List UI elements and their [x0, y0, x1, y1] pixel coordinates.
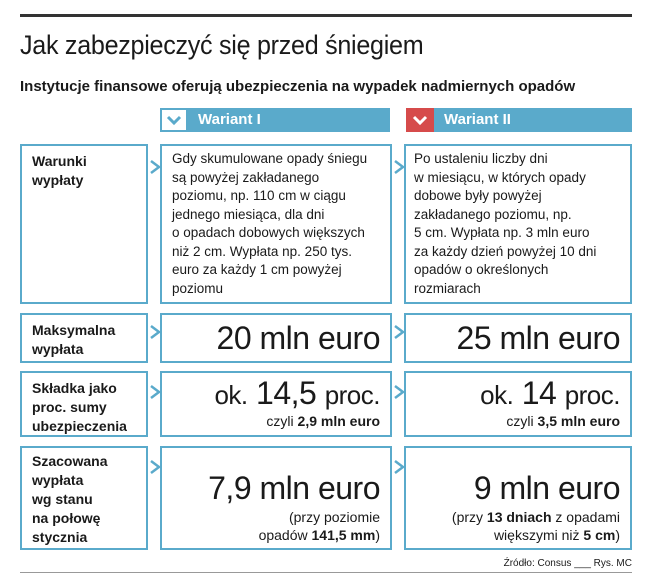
label-line: wypłata — [32, 341, 84, 357]
label-line: stycznia — [32, 529, 88, 545]
label-line: Maksymalna — [32, 322, 116, 338]
premium-label-box: Składka jako proc. sumy ubezpieczenia — [20, 371, 148, 437]
note-text: (przy poziomie — [288, 509, 380, 525]
note-line: większymi niż 5 cm) — [452, 526, 620, 544]
text-line: 5 cm. Wypłata np. 3 mln euro — [414, 225, 590, 240]
premium-v1-unit: proc. — [324, 380, 381, 410]
page-title: Jak zabezpieczyć się przed śniegiem — [20, 30, 424, 60]
text-line: są powyżej zakładanego — [172, 169, 320, 185]
premium-v1-value: ok. 14,5 proc. — [214, 375, 380, 412]
text-line: zakładanego poziomu, np. — [414, 206, 572, 222]
variant-1-header: Wariant I — [160, 108, 390, 132]
premium-v2-prefix: ok. — [480, 380, 514, 410]
arrow-right-icon — [390, 158, 408, 176]
text-line: w miesiącu, w których opady — [414, 169, 586, 185]
label-line: wypłaty — [32, 172, 84, 188]
arrow-right-icon — [390, 383, 408, 401]
page-subtitle: Instytucje finansowe oferują ubezpieczen… — [20, 78, 576, 95]
note-bold: 141,5 mm — [311, 527, 376, 543]
note-text: ) — [615, 527, 620, 543]
arrow-right-icon — [146, 158, 164, 176]
premium-label: Składka jako proc. sumy ubezpieczenia — [22, 373, 146, 436]
note-line: (przy 13 dniach z opadami — [452, 508, 620, 526]
premium-v1-prefix: ok. — [214, 380, 248, 410]
text-line: Po ustaleniu liczby dni — [414, 151, 548, 166]
note-text: (przy — [451, 509, 484, 525]
estimated-v1-value: 7,9 mln euro — [208, 470, 380, 506]
note-bold: 5 cm — [583, 527, 616, 543]
note-text: z opadami — [555, 509, 620, 525]
note-text: ) — [375, 527, 380, 543]
premium-v2-number: 14 — [521, 375, 557, 411]
label-line: wypłata — [32, 472, 84, 488]
arrow-right-icon — [390, 458, 408, 476]
note-text: większymi niż — [493, 527, 580, 543]
label-line: Składka jako — [32, 380, 117, 396]
text-line: rozmiarach — [414, 280, 481, 296]
bottom-rule — [20, 572, 632, 573]
source-credit: Źródło: Consus ___ Rys. MC — [503, 558, 632, 569]
note-line: opadów 141,5 mm) — [259, 526, 380, 544]
label-line: na połowę — [32, 510, 101, 526]
top-rule — [20, 14, 632, 17]
premium-v2-value: ok. 14 proc. — [480, 375, 620, 412]
estimated-label: Szacowana wypłata wg stanu na połowę sty… — [22, 448, 146, 547]
text-line: za każdy dzień powyżej 10 dni — [414, 243, 597, 259]
note-bold: 13 dniach — [486, 509, 552, 525]
variant-2-label: Wariant II — [444, 111, 511, 128]
conditions-v1-box: Gdy skumulowane opady śniegu są powyżej … — [160, 144, 392, 304]
chevron-down-icon — [406, 108, 434, 132]
premium-v2-note: czyli 3,5 mln euro — [506, 413, 620, 429]
note-bold: 2,9 mln euro — [297, 413, 380, 429]
label-line: Szacowana — [32, 453, 108, 469]
max-payout-label: Maksymalna wypłata — [22, 315, 146, 359]
estimated-v1-box: 7,9 mln euro (przy poziomie opadów 141,5… — [160, 446, 392, 550]
arrow-right-icon — [146, 323, 164, 341]
text-line: dobowe były powyżej — [414, 188, 542, 203]
estimated-v1-note: (przy poziomie opadów 141,5 mm) — [259, 508, 380, 544]
arrow-right-icon — [146, 458, 164, 476]
conditions-v2-text: Po ustaleniu liczby dni w miesiącu, w kt… — [414, 150, 596, 298]
conditions-v1-text: Gdy skumulowane opady śniegu są powyżej … — [172, 150, 367, 298]
premium-v2-box: ok. 14 proc. czyli 3,5 mln euro — [404, 371, 632, 437]
arrow-right-icon — [390, 323, 408, 341]
max-payout-label-box: Maksymalna wypłata — [20, 313, 148, 363]
chevron-down-icon — [160, 108, 188, 132]
text-line: niż 2 cm. Wypłata np. 250 tys. — [172, 243, 352, 259]
note-text: opadów — [258, 527, 308, 543]
text-line: euro za każdy 1 cm powyżej — [172, 262, 342, 277]
variant-2-header: Wariant II — [406, 108, 632, 132]
text-line: opadów o określonych — [414, 262, 549, 277]
arrow-right-icon — [146, 383, 164, 401]
label-line: proc. sumy — [32, 399, 107, 415]
premium-v1-note: czyli 2,9 mln euro — [266, 413, 380, 429]
max-payout-v1-value: 20 mln euro — [216, 320, 381, 356]
note-bold: 3,5 mln euro — [537, 413, 620, 429]
premium-v1-box: ok. 14,5 proc. czyli 2,9 mln euro — [160, 371, 392, 437]
text-line: poziomu — [172, 280, 224, 296]
label-line: wg stanu — [32, 491, 93, 507]
label-line: Warunki — [32, 153, 87, 169]
label-line: ubezpieczenia — [32, 418, 127, 434]
text-line: o opadach dobowych większych — [172, 225, 365, 240]
conditions-v2-box: Po ustaleniu liczby dni w miesiącu, w kt… — [404, 144, 632, 304]
max-payout-v2-box: 25 mln euro — [404, 313, 632, 363]
estimated-label-box: Szacowana wypłata wg stanu na połowę sty… — [20, 446, 148, 550]
estimated-v2-box: 9 mln euro (przy 13 dniach z opadami wię… — [404, 446, 632, 550]
text-line: poziomu, np. 110 cm w ciągu — [172, 188, 346, 203]
max-payout-v1-box: 20 mln euro — [160, 313, 392, 363]
conditions-label: Warunki wypłaty — [22, 146, 146, 190]
conditions-label-box: Warunki wypłaty — [20, 144, 148, 304]
estimated-v2-note: (przy 13 dniach z opadami większymi niż … — [452, 508, 620, 544]
estimated-v2-value: 9 mln euro — [473, 470, 621, 506]
premium-v1-number: 14,5 — [256, 375, 317, 411]
text-line: jednego miesiąca, dla dni — [172, 206, 325, 222]
note-text: czyli — [266, 413, 294, 429]
premium-v2-unit: proc. — [564, 380, 621, 410]
note-text: czyli — [506, 413, 534, 429]
variant-1-label: Wariant I — [198, 111, 261, 128]
text-line: Gdy skumulowane opady śniegu — [172, 151, 368, 166]
max-payout-v2-value: 25 mln euro — [456, 320, 621, 356]
